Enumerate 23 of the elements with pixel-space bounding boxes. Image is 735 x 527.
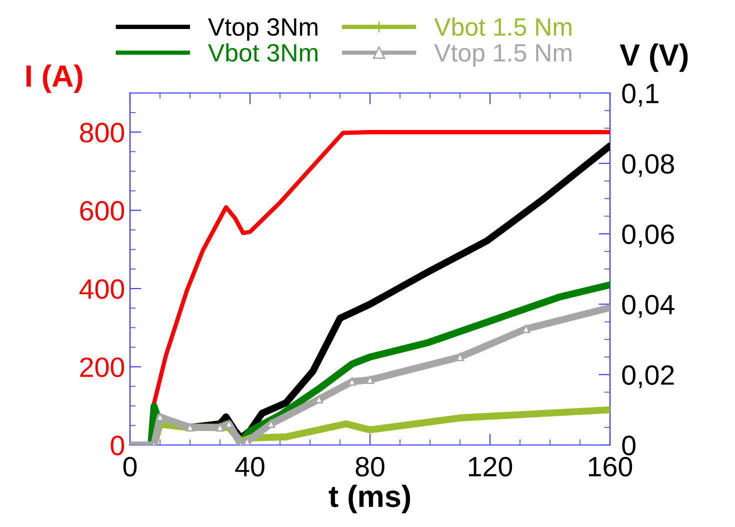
y2-tick-label: 0,02 [622,365,674,388]
y2-axis-title: V (V) [620,43,688,72]
legend-label: Vtop 3Nm [208,18,318,41]
y2-tick-label: 0,1 [622,84,658,107]
x-tick-label: 160 [588,456,632,477]
x-axis-title: t (ms) [328,484,410,514]
y-axis-title: I (A) [26,64,82,93]
legend-label: Vbot 3Nm [208,43,318,62]
y-tick-label: 400 [79,279,124,299]
y2-tick-label: 0,06 [622,224,674,248]
y-tick-label: 800 [80,122,124,142]
legend-label: Vtop 1.5 Nm [434,44,572,67]
legend-label: Vbot 1.5 Nm [434,18,572,36]
x-tick-label: 120 [468,456,512,477]
x-tick-label: 40 [235,456,264,477]
y2-tick-label: 0 [622,436,636,456]
y2-tick-label: 0,08 [622,154,674,178]
y-tick-label: 0 [110,436,124,456]
y-tick-label: 600 [80,201,124,221]
y2-tick-label: 0,04 [622,294,674,318]
x-tick-label: 0 [123,456,137,477]
x-tick-label: 80 [356,456,384,477]
y-tick-label: 200 [80,357,124,378]
